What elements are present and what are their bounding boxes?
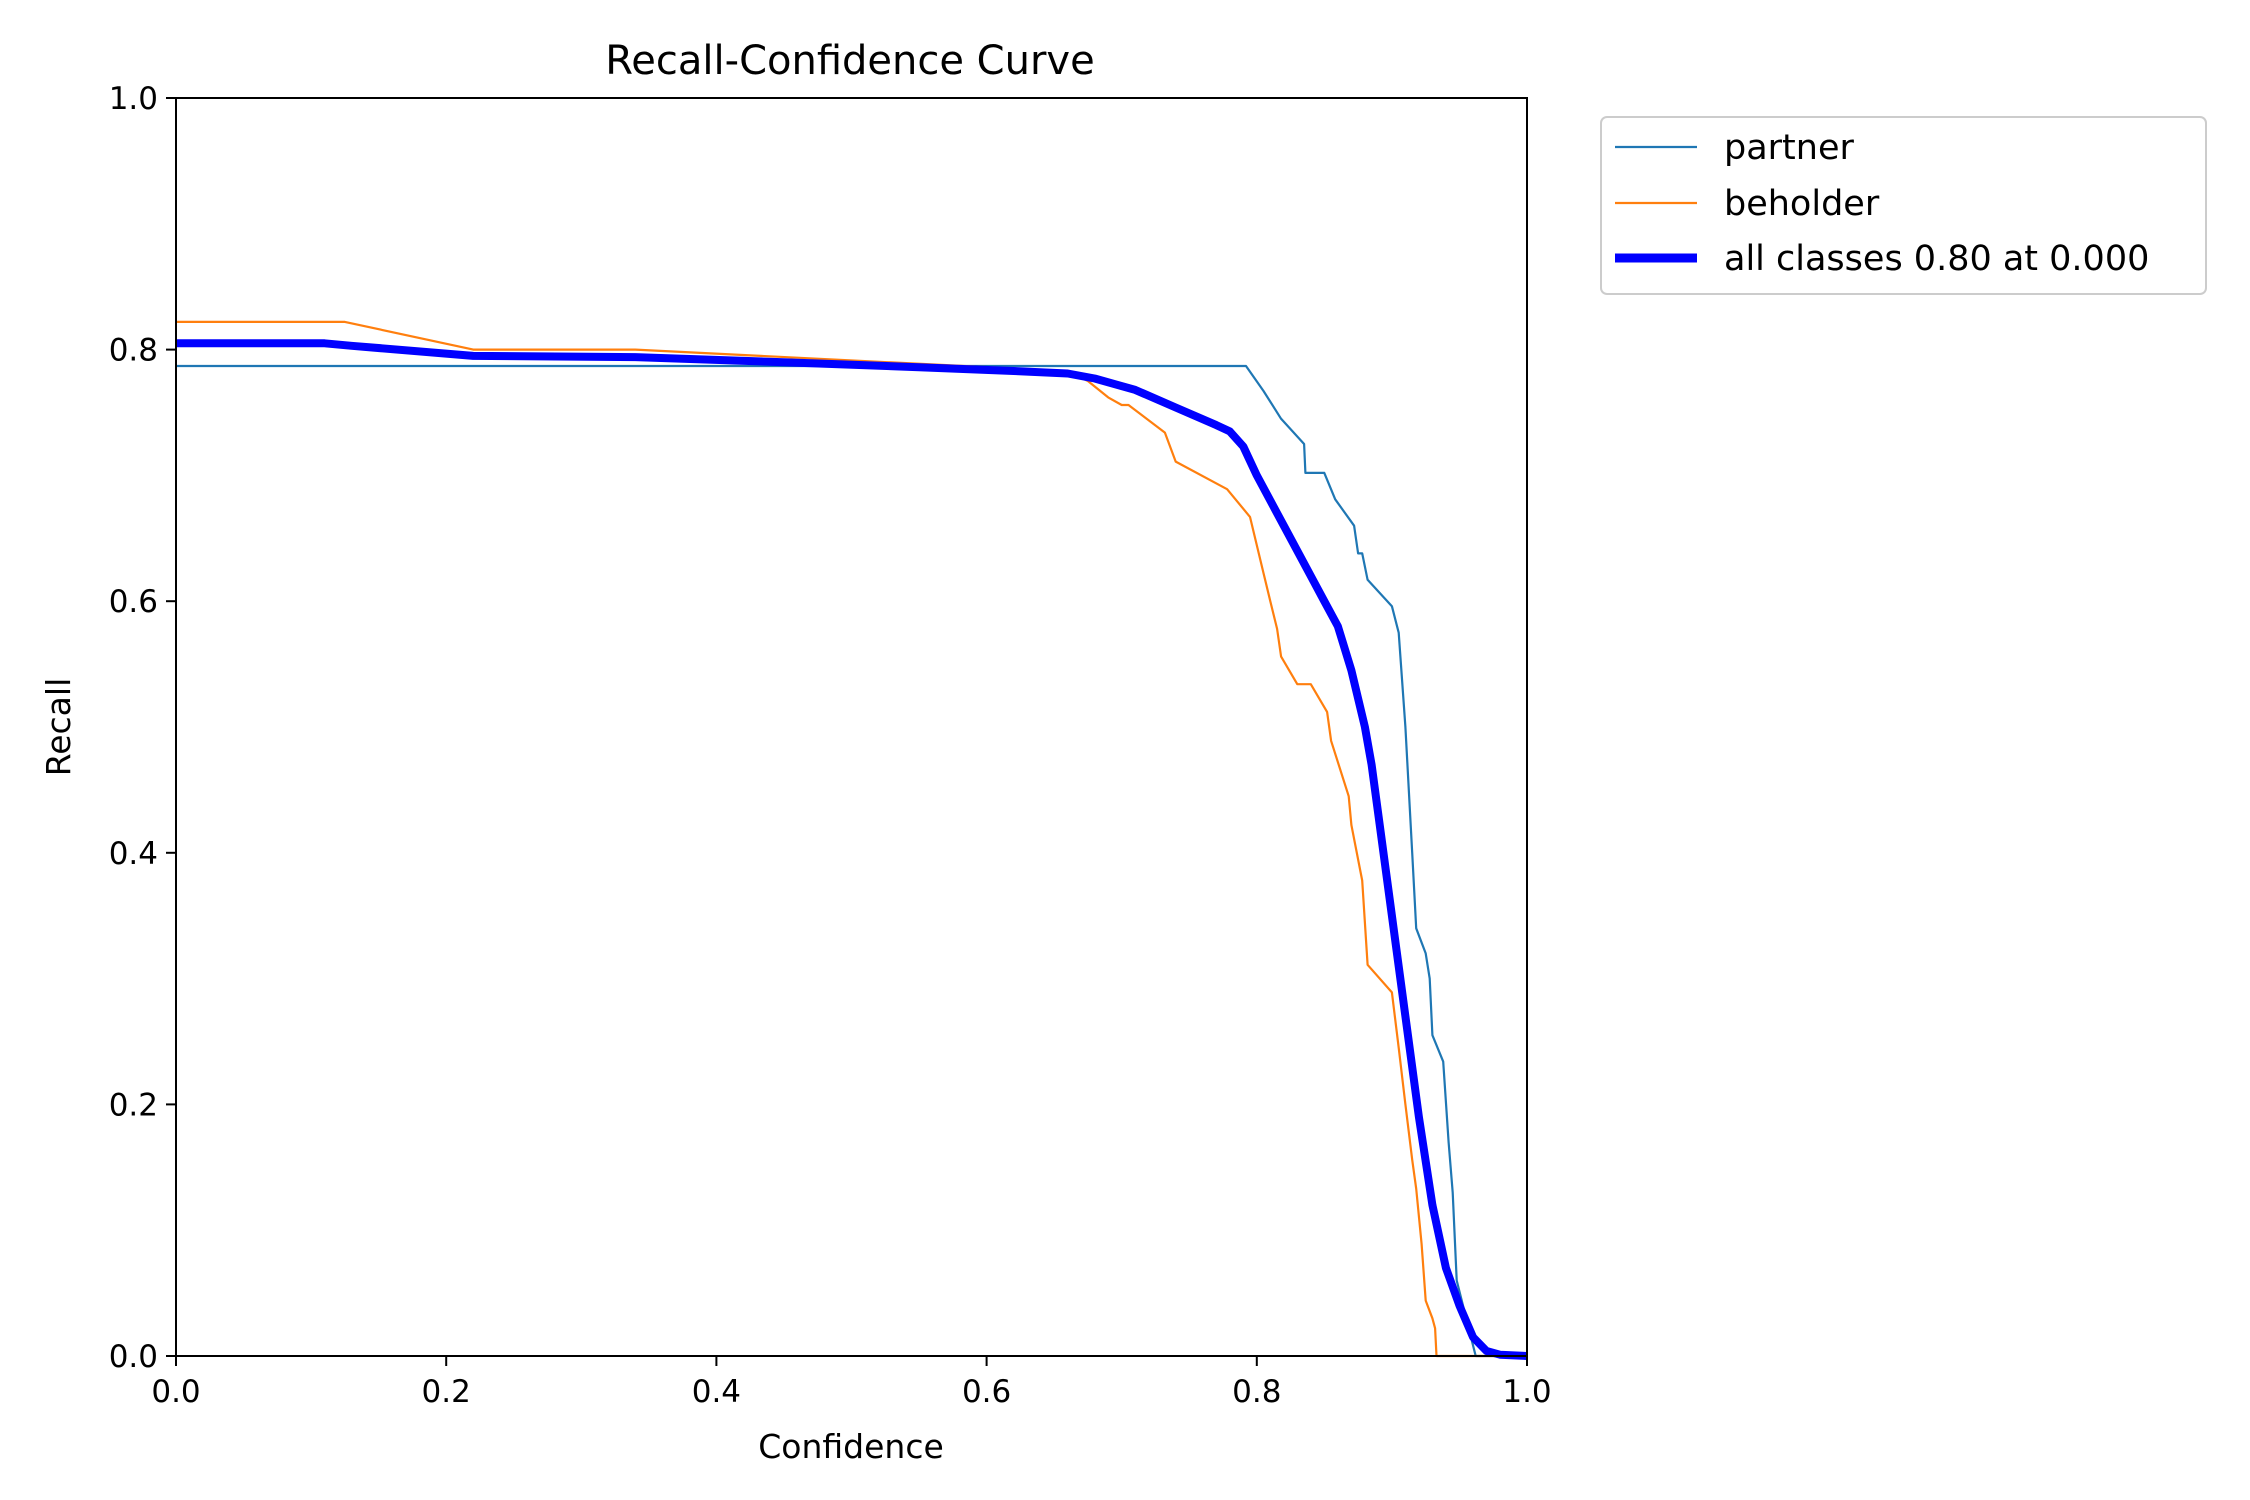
x-axis-label: Confidence: [758, 1427, 944, 1466]
plot-area-frame: [175, 97, 1528, 1357]
legend-label-beholder: beholder: [1724, 184, 1880, 224]
legend-frame: [1600, 116, 2207, 295]
y-tick-label: 0.2: [109, 1087, 158, 1123]
x-tick-label: 0.4: [692, 1374, 741, 1410]
x-tick-label: 0.0: [151, 1374, 200, 1410]
y-tick-label: 0.6: [109, 584, 158, 620]
legend-label-partner: partner: [1724, 128, 1854, 168]
series-line-partner: [176, 364, 1527, 1358]
y-tick-label: 0.8: [109, 333, 158, 369]
y-axis: 0.0 0.2 0.4 0.6 0.8 1.0: [109, 81, 176, 1375]
x-tick-label: 1.0: [1502, 1374, 1551, 1410]
series-layer: [176, 320, 1528, 1360]
x-axis: 0.0 0.2 0.4 0.6 0.8 1.0: [151, 1356, 1552, 1410]
x-tick-label: 0.6: [962, 1374, 1011, 1410]
y-tick-label: 0.4: [109, 836, 158, 872]
series-line-all-classes: [176, 339, 1528, 1360]
x-tick-label: 0.2: [422, 1374, 471, 1410]
legend: partner beholder all classes 0.80 at 0.0…: [1600, 116, 2207, 295]
y-axis-label: Recall: [39, 678, 78, 776]
legend-label-all-classes: all classes 0.80 at 0.000: [1724, 239, 2149, 279]
chart-title: Recall-Confidence Curve: [605, 38, 1094, 84]
x-tick-label: 0.8: [1232, 1374, 1281, 1410]
y-tick-label: 1.0: [109, 81, 158, 117]
y-tick-label: 0.0: [109, 1339, 158, 1375]
